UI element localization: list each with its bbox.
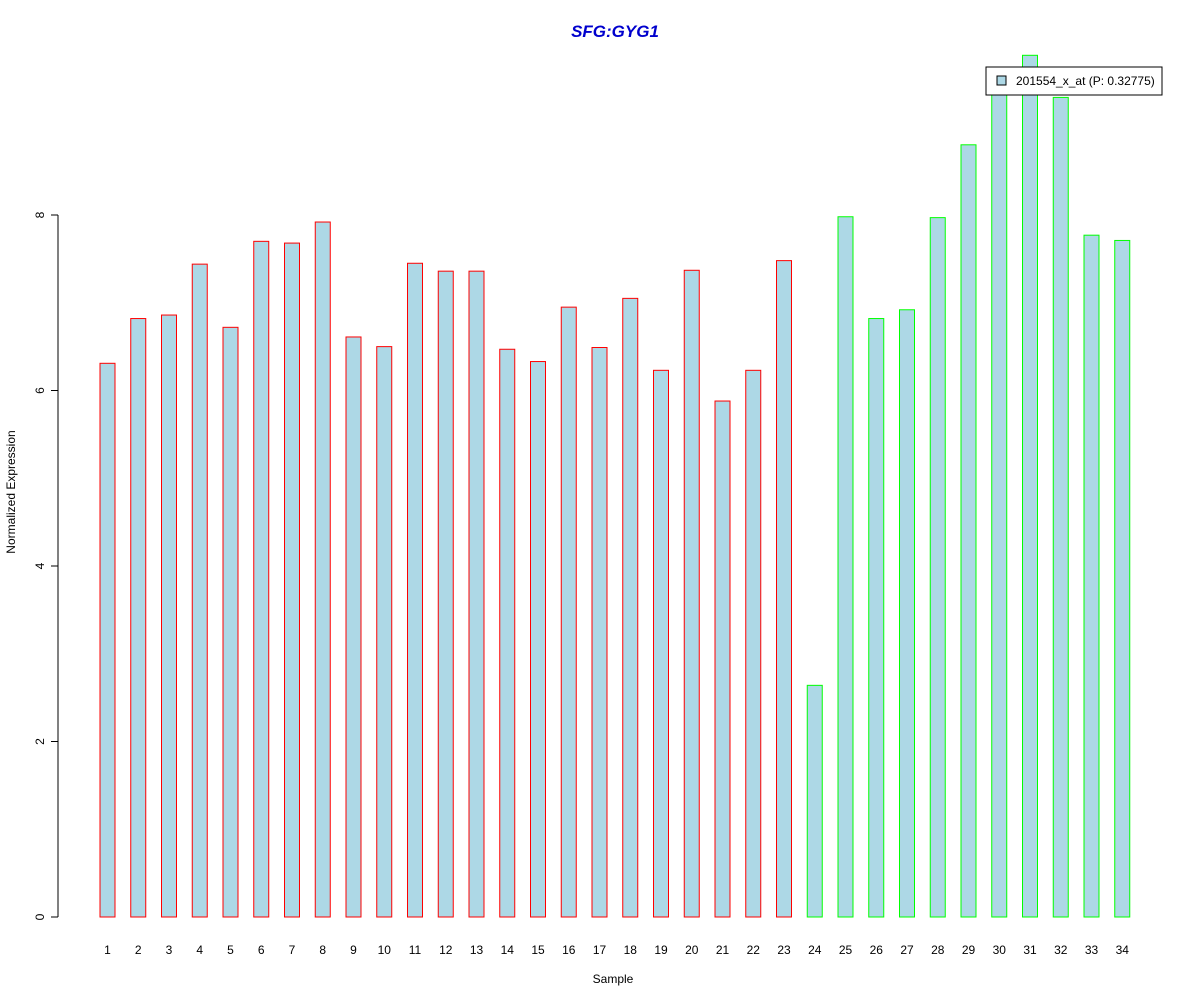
bar-sample-25 xyxy=(837,216,854,918)
bar-sample-28 xyxy=(929,217,946,918)
x-tick-label: 10 xyxy=(378,943,392,957)
x-tick-label: 17 xyxy=(593,943,607,957)
bar-sample-19 xyxy=(653,369,669,918)
y-axis: 0 2 4 6 8 xyxy=(33,211,59,920)
x-tick-label: 21 xyxy=(716,943,730,957)
bar-sample-18 xyxy=(622,297,639,918)
bar-sample-1 xyxy=(99,362,116,918)
x-tick-label: 12 xyxy=(439,943,453,957)
bar-sample-17 xyxy=(591,347,608,918)
y-tick-label: 8 xyxy=(33,211,47,218)
bar-sample-32 xyxy=(1052,96,1069,918)
bars-group xyxy=(99,54,1131,918)
chart-title: SFG:GYG1 xyxy=(571,22,659,41)
y-tick-label: 2 xyxy=(33,738,47,745)
bar-sample-30 xyxy=(991,91,1008,918)
bar-sample-10 xyxy=(376,346,393,918)
x-tick-label: 1 xyxy=(104,943,111,957)
y-axis-title: Normalized Expression xyxy=(4,430,18,553)
x-axis: 1 2 3 4 5 6 7 8 9 10 11 12 13 14 15 16 17 18 19 20 21 22 23 24 2… xyxy=(104,943,1129,957)
bar-sample-15 xyxy=(530,361,546,918)
x-tick-label: 19 xyxy=(654,943,668,957)
legend-label: 201554_x_at (P: 0.32775) xyxy=(1016,74,1155,88)
x-tick-label: 22 xyxy=(747,943,761,957)
bar-sample-4 xyxy=(191,263,208,918)
bar-sample-5 xyxy=(222,326,239,918)
x-tick-label: 33 xyxy=(1085,943,1099,957)
bar-sample-31 xyxy=(1022,54,1038,918)
bar-sample-6 xyxy=(253,240,270,918)
bar-sample-34 xyxy=(1114,239,1131,918)
x-tick-label: 8 xyxy=(319,943,326,957)
x-tick-label: 26 xyxy=(870,943,884,957)
bar-sample-26 xyxy=(868,318,885,918)
bar-sample-23 xyxy=(776,260,792,918)
x-tick-label: 5 xyxy=(227,943,234,957)
bar-sample-3 xyxy=(161,314,177,918)
x-tick-label: 15 xyxy=(531,943,545,957)
x-tick-label: 23 xyxy=(777,943,791,957)
bar-sample-16 xyxy=(560,306,577,918)
bar-sample-8 xyxy=(314,221,331,918)
bar-sample-2 xyxy=(130,318,147,918)
x-tick-label: 14 xyxy=(501,943,515,957)
bar-sample-13 xyxy=(468,270,485,918)
x-tick-label: 13 xyxy=(470,943,484,957)
bar-sample-9 xyxy=(345,336,362,918)
x-tick-label: 24 xyxy=(808,943,822,957)
bar-sample-7 xyxy=(284,242,300,918)
bar-sample-21 xyxy=(714,400,731,918)
x-tick-label: 31 xyxy=(1023,943,1037,957)
x-tick-label: 32 xyxy=(1054,943,1068,957)
x-tick-label: 9 xyxy=(350,943,357,957)
x-tick-label: 34 xyxy=(1116,943,1130,957)
bar-sample-29 xyxy=(960,144,977,918)
x-tick-label: 30 xyxy=(993,943,1007,957)
legend-box xyxy=(985,66,1163,96)
x-tick-label: 18 xyxy=(624,943,638,957)
x-tick-label: 16 xyxy=(562,943,576,957)
x-tick-label: 11 xyxy=(409,943,422,957)
x-tick-label: 2 xyxy=(135,943,142,957)
y-tick-label: 4 xyxy=(33,562,47,569)
bar-sample-33 xyxy=(1083,234,1100,918)
bar-sample-27 xyxy=(899,309,915,918)
x-tick-label: 28 xyxy=(931,943,945,957)
x-tick-label: 7 xyxy=(289,943,296,957)
legend-swatch xyxy=(996,75,1007,86)
bar-sample-22 xyxy=(745,369,762,918)
x-tick-label: 25 xyxy=(839,943,853,957)
bar-sample-24 xyxy=(806,684,823,918)
x-tick-label: 20 xyxy=(685,943,699,957)
x-tick-label: 4 xyxy=(196,943,203,957)
x-tick-label: 27 xyxy=(900,943,914,957)
x-tick-label: 3 xyxy=(166,943,173,957)
y-tick-label: 6 xyxy=(33,387,47,394)
x-tick-label: 6 xyxy=(258,943,265,957)
y-tick-label: 0 xyxy=(33,913,47,920)
bar-sample-12 xyxy=(437,270,454,918)
x-tick-label: 29 xyxy=(962,943,976,957)
legend: 201554_x_at (P: 0.32775) xyxy=(985,66,1163,96)
bar-sample-20 xyxy=(683,269,700,918)
x-axis-title: Sample xyxy=(593,972,634,986)
bar-sample-11 xyxy=(407,262,423,918)
bar-sample-14 xyxy=(499,348,516,918)
